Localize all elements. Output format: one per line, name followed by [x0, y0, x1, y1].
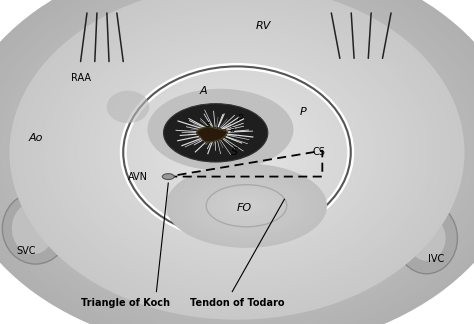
- Ellipse shape: [186, 174, 307, 237]
- Ellipse shape: [18, 0, 456, 313]
- Text: S: S: [231, 147, 238, 157]
- Ellipse shape: [19, 0, 455, 306]
- Ellipse shape: [151, 89, 323, 216]
- Text: SVC: SVC: [16, 246, 36, 256]
- Text: A: A: [200, 86, 208, 96]
- Ellipse shape: [209, 132, 265, 172]
- Ellipse shape: [32, 2, 442, 303]
- Ellipse shape: [194, 122, 280, 182]
- Polygon shape: [197, 127, 227, 142]
- Text: s: s: [206, 120, 211, 129]
- Ellipse shape: [67, 32, 407, 273]
- Ellipse shape: [152, 92, 322, 213]
- Ellipse shape: [87, 42, 387, 263]
- Ellipse shape: [50, 15, 424, 290]
- Ellipse shape: [396, 202, 457, 274]
- Ellipse shape: [124, 72, 350, 233]
- Ellipse shape: [166, 102, 308, 202]
- Text: RV: RV: [255, 21, 271, 31]
- Ellipse shape: [191, 119, 283, 186]
- Ellipse shape: [55, 18, 419, 286]
- Text: FO: FO: [237, 203, 252, 213]
- Text: a: a: [230, 125, 235, 134]
- Ellipse shape: [119, 69, 355, 236]
- Ellipse shape: [128, 75, 346, 229]
- Ellipse shape: [91, 49, 383, 256]
- Ellipse shape: [171, 105, 303, 199]
- Ellipse shape: [53, 22, 421, 283]
- Ellipse shape: [10, 0, 464, 313]
- Ellipse shape: [141, 82, 333, 223]
- Ellipse shape: [234, 200, 259, 212]
- Ellipse shape: [182, 112, 292, 192]
- Ellipse shape: [62, 29, 412, 276]
- Ellipse shape: [12, 202, 55, 254]
- Ellipse shape: [137, 79, 337, 226]
- Ellipse shape: [164, 99, 310, 206]
- Ellipse shape: [147, 89, 327, 216]
- Ellipse shape: [46, 12, 428, 293]
- Ellipse shape: [55, 68, 111, 113]
- Ellipse shape: [170, 166, 323, 246]
- Ellipse shape: [198, 180, 295, 231]
- Ellipse shape: [147, 89, 293, 170]
- Ellipse shape: [223, 142, 251, 162]
- Ellipse shape: [2, 193, 69, 264]
- Ellipse shape: [65, 32, 409, 279]
- Ellipse shape: [146, 85, 328, 219]
- Text: AVN: AVN: [128, 172, 147, 181]
- Ellipse shape: [228, 145, 246, 159]
- Ellipse shape: [23, 0, 451, 310]
- Ellipse shape: [15, 0, 459, 310]
- Ellipse shape: [133, 3, 341, 81]
- Ellipse shape: [5, 0, 469, 316]
- Ellipse shape: [173, 105, 301, 199]
- Ellipse shape: [204, 129, 270, 176]
- Ellipse shape: [9, 0, 465, 320]
- Ellipse shape: [164, 104, 268, 162]
- Ellipse shape: [178, 109, 296, 196]
- Ellipse shape: [214, 135, 260, 169]
- Ellipse shape: [156, 95, 318, 209]
- Ellipse shape: [227, 195, 266, 216]
- Ellipse shape: [96, 49, 378, 256]
- Ellipse shape: [219, 139, 255, 166]
- Ellipse shape: [190, 119, 284, 186]
- Ellipse shape: [81, 42, 393, 263]
- Ellipse shape: [218, 139, 256, 166]
- Ellipse shape: [72, 35, 402, 270]
- Ellipse shape: [118, 65, 356, 239]
- Ellipse shape: [201, 125, 273, 179]
- Ellipse shape: [175, 109, 299, 196]
- Ellipse shape: [105, 59, 369, 246]
- Ellipse shape: [391, 133, 448, 204]
- Ellipse shape: [109, 62, 365, 243]
- Ellipse shape: [133, 79, 341, 226]
- Ellipse shape: [48, 18, 426, 286]
- Text: Tendon of Todaro: Tendon of Todaro: [190, 298, 284, 308]
- Ellipse shape: [123, 69, 351, 236]
- Ellipse shape: [24, 2, 450, 303]
- Ellipse shape: [86, 45, 388, 260]
- Ellipse shape: [182, 172, 311, 239]
- Ellipse shape: [60, 22, 414, 283]
- Ellipse shape: [91, 45, 383, 260]
- Ellipse shape: [210, 187, 283, 225]
- Ellipse shape: [138, 82, 336, 223]
- Ellipse shape: [210, 132, 264, 172]
- Ellipse shape: [132, 75, 342, 229]
- Ellipse shape: [114, 62, 360, 243]
- Ellipse shape: [100, 52, 374, 253]
- Ellipse shape: [107, 91, 149, 123]
- Text: IVC: IVC: [428, 254, 444, 264]
- Ellipse shape: [37, 5, 437, 300]
- Ellipse shape: [194, 179, 299, 233]
- Ellipse shape: [242, 204, 250, 208]
- Ellipse shape: [69, 29, 405, 276]
- Ellipse shape: [199, 125, 275, 179]
- Ellipse shape: [206, 185, 287, 227]
